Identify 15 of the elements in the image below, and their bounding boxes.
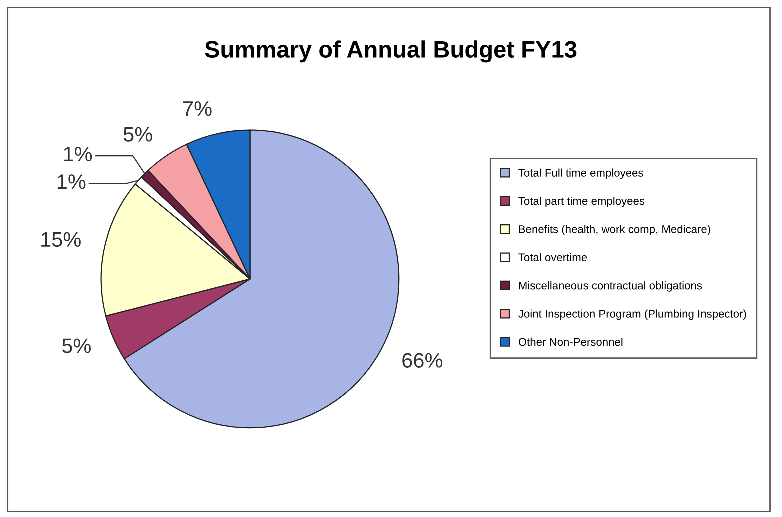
data-label: 5% <box>62 338 91 354</box>
data-label: 1% <box>58 174 86 190</box>
legend-label: Total Full time employees <box>518 168 644 180</box>
data-label: 5% <box>124 127 152 142</box>
legend-label: Total part time employees <box>518 196 645 208</box>
legend-label: Other Non-Personnel <box>518 338 623 346</box>
data-label: 15% <box>42 232 81 248</box>
legend-label: Total overtime <box>518 253 588 262</box>
chart-title: Summary of Annual Budget FY13 <box>205 40 577 63</box>
data-label: 1% <box>64 146 92 162</box>
legend-label: Benefits (health, work comp, Medicare) <box>519 225 710 236</box>
data-label: 66% <box>402 353 443 368</box>
data-label: 7% <box>184 102 212 116</box>
legend-label: Joint Inspection Program (Plumbing Inspector) <box>518 310 746 320</box>
legend-label: Miscellaneous contractual obligations <box>519 282 702 292</box>
